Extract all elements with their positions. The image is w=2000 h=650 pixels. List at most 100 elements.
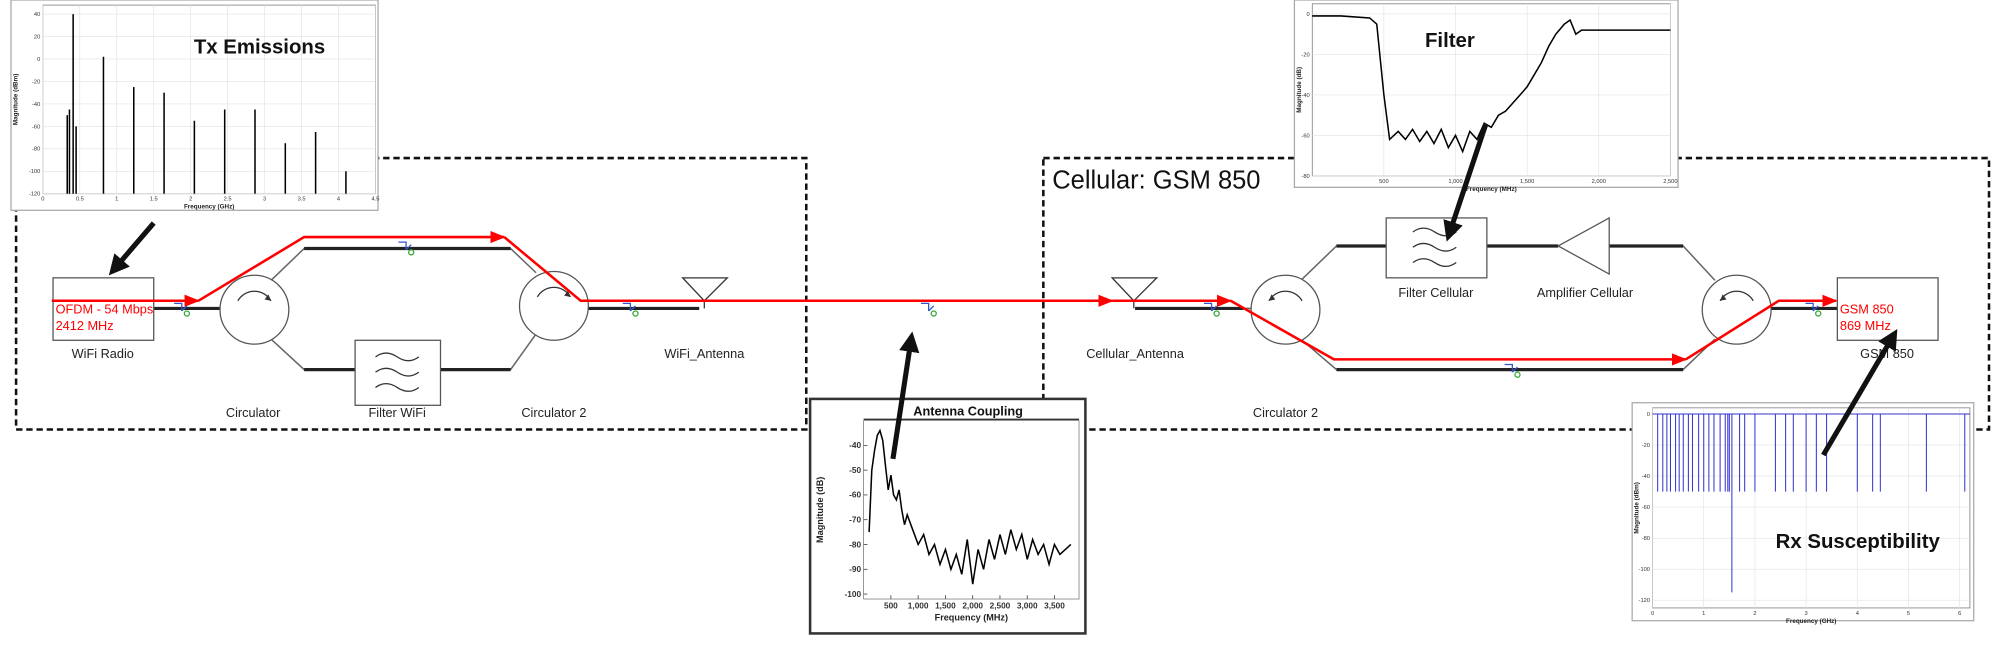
block-label: Circulator 2 <box>521 405 586 420</box>
x-tick-label: 0 <box>41 197 44 203</box>
x-tick-label: 0.5 <box>76 197 84 203</box>
circulator <box>1250 274 1321 345</box>
y-tick-label: -100 <box>1639 567 1650 573</box>
x-tick-label: 1 <box>115 197 118 203</box>
signal-text: OFDM - 54 Mbps <box>56 302 154 317</box>
x-tick-label: 2,000 <box>962 602 983 611</box>
y-tick-label: -100 <box>845 590 862 599</box>
link-icon <box>174 241 1822 378</box>
x-tick-label: 1,000 <box>1448 179 1462 185</box>
x-axis-label: Frequency (MHz) <box>1466 186 1517 193</box>
x-tick-label: 3 <box>263 197 266 203</box>
x-axis-label: Frequency (GHz) <box>184 204 234 211</box>
chart-title: Antenna Coupling <box>913 403 1023 418</box>
y-tick-label: -90 <box>849 565 861 574</box>
x-tick-label: 3 <box>1805 611 1808 617</box>
y-tick-label: -80 <box>32 147 40 153</box>
y-tick-label: -100 <box>29 169 40 175</box>
x-tick-label: 4 <box>337 197 341 203</box>
y-tick-label: -60 <box>1301 133 1309 139</box>
x-axis-label: Frequency (GHz) <box>1786 618 1836 625</box>
y-tick-label: 20 <box>34 34 40 40</box>
amplifier <box>1556 216 1610 276</box>
y-tick-label: 0 <box>1647 412 1650 418</box>
block-label: WiFi Radio <box>72 346 134 361</box>
x-tick-label: 2,500 <box>990 602 1011 611</box>
plot-area <box>42 4 376 195</box>
signal-text: GSM 850 <box>1840 302 1894 317</box>
x-tick-label: 3,000 <box>1017 602 1038 611</box>
y-tick-label: -60 <box>32 124 40 130</box>
chart-title: Rx Susceptibility <box>1776 531 1941 553</box>
y-axis-label: Magnitude (dB) <box>1296 67 1303 113</box>
filter <box>354 339 442 406</box>
chart: 500 1,000 1,500 2,000 2,500 -80 -60 -40 -20 0 Freq… <box>1293 0 1679 193</box>
y-tick-label: -40 <box>1642 474 1650 480</box>
plot-area <box>1311 3 1671 177</box>
x-tick-label: 500 <box>1379 179 1389 185</box>
x-tick-label: 2,000 <box>1592 179 1606 185</box>
chart-title: Filter <box>1425 30 1475 52</box>
y-tick-label: -50 <box>849 466 861 475</box>
x-tick-label: 2 <box>189 197 192 203</box>
x-tick-label: 1,000 <box>908 602 929 611</box>
y-tick-label: -80 <box>849 540 861 549</box>
y-tick-label: -80 <box>1642 536 1650 542</box>
x-tick-label: 1 <box>1702 611 1705 617</box>
chart-title: Tx Emissions <box>194 37 325 59</box>
x-tick-label: 2.5 <box>224 197 232 203</box>
x-tick-label: 4 <box>1856 611 1860 617</box>
y-tick-label: -20 <box>1301 52 1309 58</box>
signal-path <box>1230 299 1688 366</box>
chart: 500 1,000 1,500 2,000 2,500 3,000 3,500 -100 -90… <box>808 397 1087 635</box>
x-tick-label: 3.5 <box>298 197 306 203</box>
callout-arrows <box>108 124 1898 460</box>
x-axis-label: Frequency (MHz) <box>935 613 1008 623</box>
group-label: Cellular: GSM 850 <box>1052 167 1260 195</box>
signal-text: 2412 MHz <box>56 318 114 333</box>
x-tick-label: 2 <box>1753 611 1756 617</box>
x-tick-label: 5 <box>1907 611 1910 617</box>
block-label: Filter WiFi <box>369 405 426 420</box>
y-axis-label: Magnitude (dB) <box>815 477 825 543</box>
block-label: GSM 850 <box>1860 346 1914 361</box>
antenna <box>1110 277 1159 309</box>
circulator <box>518 270 589 341</box>
x-tick-label: 3,500 <box>1044 602 1065 611</box>
y-tick-label: -60 <box>849 491 861 500</box>
x-tick-label: 0 <box>1651 611 1654 617</box>
y-tick-label: -120 <box>29 192 40 198</box>
wifi-wiring <box>153 244 1838 372</box>
block-label: Filter Cellular <box>1398 285 1474 300</box>
signal-path <box>503 236 1114 307</box>
signal-path <box>1685 294 1838 361</box>
x-tick-label: 1,500 <box>935 602 956 611</box>
y-tick-label: -120 <box>1639 598 1650 604</box>
y-axis-label: Magnitude (dBm) <box>1634 482 1641 533</box>
signal-text: 869 MHz <box>1840 318 1891 333</box>
plot-area <box>1652 407 1971 609</box>
y-tick-label: -40 <box>1301 93 1309 99</box>
block-label: WiFi_Antenna <box>664 346 745 361</box>
y-tick-label: -40 <box>32 102 40 108</box>
x-tick-label: 1.5 <box>150 197 158 203</box>
y-tick-label: 0 <box>37 57 40 63</box>
block-label: Circulator 2 <box>1253 405 1318 420</box>
y-tick-label: -80 <box>1301 174 1309 180</box>
chart: 0 1 2 3 4 5 6 -120 -100 -80 -60 -40 -20 0 Frequency (G… <box>1631 402 1975 625</box>
data-line <box>868 428 1072 585</box>
y-tick-label: -60 <box>1642 505 1650 511</box>
x-tick-label: 4.5 <box>372 197 380 203</box>
x-tick-label: 6 <box>1958 611 1961 617</box>
block-label: Amplifier Cellular <box>1537 285 1634 300</box>
block-label: Cellular_Antenna <box>1086 346 1185 361</box>
filter <box>1385 217 1488 279</box>
circulator <box>1701 274 1772 345</box>
circulator <box>219 274 290 345</box>
y-tick-label: -20 <box>32 79 40 85</box>
y-tick-label: -40 <box>849 441 861 450</box>
x-tick-label: 500 <box>884 602 898 611</box>
data-line <box>1312 15 1671 154</box>
antenna <box>681 277 729 309</box>
block-label: Circulator <box>226 405 281 420</box>
